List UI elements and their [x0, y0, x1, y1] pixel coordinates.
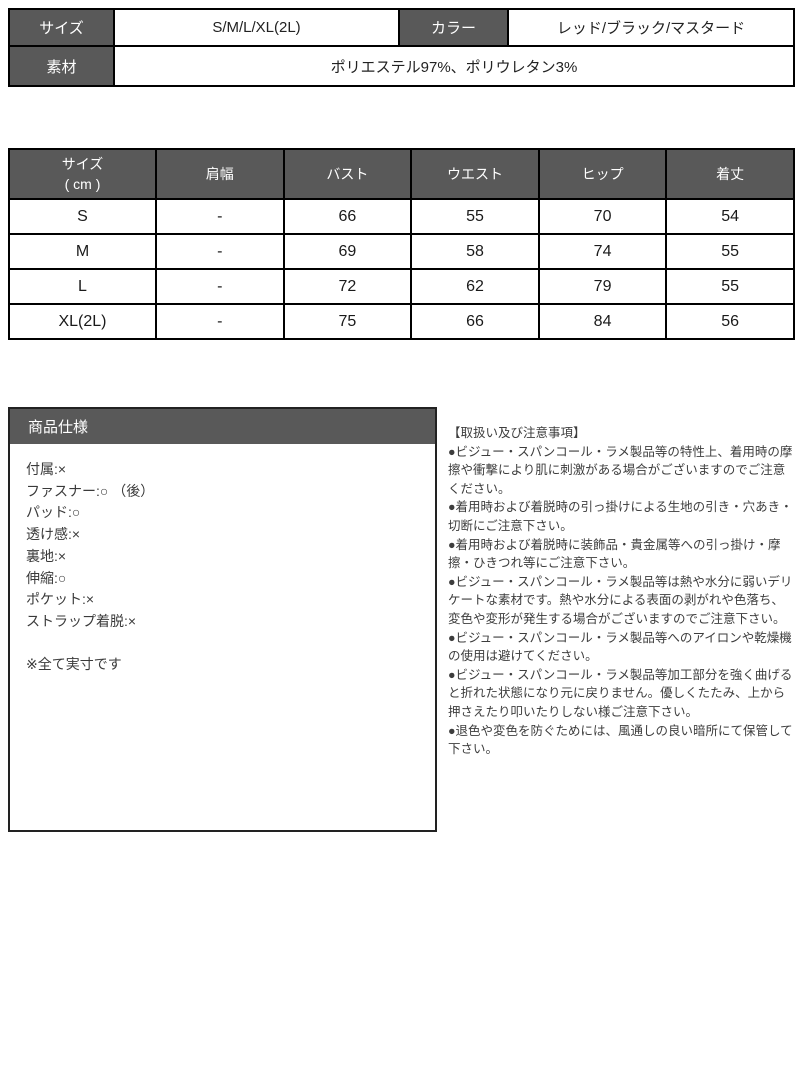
- waist-cell: 66: [410, 303, 540, 340]
- size-cm-header-cell: サイズ ( cm ): [8, 148, 157, 200]
- material-value-cell: ポリエステル97%、ポリウレタン3%: [113, 45, 795, 87]
- length-cell: 54: [665, 198, 795, 235]
- size-cell: S: [8, 198, 157, 235]
- spec-item-sheerness: 透け感:×: [26, 526, 81, 543]
- spec-item-lining: 裏地:×: [26, 547, 67, 564]
- hip-cell: 84: [537, 303, 668, 340]
- note-item: ●ビジュー・スパンコール・ラメ製品等の特性上、着用時の摩擦や衝撃により肌に刺激が…: [448, 444, 793, 496]
- length-header-cell: 着丈: [665, 148, 795, 200]
- waist-cell: 62: [410, 268, 540, 305]
- table-row-size-xl: XL(2L) - 75 66 84 56: [8, 303, 795, 340]
- table-row-size-m: M - 69 58 74 55: [8, 233, 795, 270]
- table-row: サイズ S/M/L/XL(2L) カラー レッド/ブラック/マスタード: [8, 8, 795, 47]
- waist-header-cell: ウエスト: [410, 148, 540, 200]
- bust-cell: 69: [282, 233, 413, 270]
- table-row-size-s: S - 66 55 70 54: [8, 198, 795, 235]
- shoulder-cell: -: [155, 268, 285, 305]
- measurement-table: サイズ ( cm ) 肩幅 バスト ウエスト ヒップ 着丈 S - 66 55 …: [8, 148, 795, 340]
- material-label-cell: 素材: [8, 45, 115, 87]
- waist-cell: 58: [410, 233, 540, 270]
- hip-cell: 70: [537, 198, 668, 235]
- hip-cell: 74: [537, 233, 668, 270]
- spec-item-accessory: 付属:×: [26, 461, 67, 477]
- bust-cell: 66: [282, 198, 413, 235]
- note-item: ●ビジュー・スパンコール・ラメ製品等へのアイロンや乾燥機の使用は避けてください。: [448, 630, 792, 664]
- hip-header-cell: ヒップ: [537, 148, 668, 200]
- note-item: ●ビジュー・スパンコール・ラメ製品等加工部分を強く曲げると折れた状態になり元に戻…: [448, 667, 793, 719]
- shoulder-cell: -: [155, 303, 285, 340]
- length-cell: 55: [665, 268, 795, 305]
- spec-item-pocket: ポケット:×: [26, 591, 95, 608]
- size-value-cell: S/M/L/XL(2L): [113, 8, 400, 47]
- product-spec-list: 付属:× ファスナー:○ （後） パッド:○ 透け感:× 裏地:× 伸縮:○ ポ…: [10, 444, 435, 691]
- product-spec-box: 商品仕様 付属:× ファスナー:○ （後） パッド:○ 透け感:× 裏地:× 伸…: [8, 407, 437, 832]
- note-item: ●着用時および着脱時の引っ掛けによる生地の引き・穴あき・切断にご注意下さい。: [448, 500, 793, 533]
- spec-item-pad: パッド:○: [26, 504, 81, 521]
- size-label-cell: サイズ: [8, 8, 115, 47]
- size-cell: L: [8, 268, 157, 305]
- spec-item-fastener: ファスナー:○ （後）: [26, 482, 155, 499]
- size-color-material-table: サイズ S/M/L/XL(2L) カラー レッド/ブラック/マスタード 素材 ポ…: [8, 8, 795, 87]
- waist-cell: 55: [410, 198, 540, 235]
- table-row: 素材 ポリエステル97%、ポリウレタン3%: [8, 45, 795, 87]
- length-cell: 55: [665, 233, 795, 270]
- size-header-line1: サイズ: [61, 156, 104, 172]
- bust-cell: 72: [282, 268, 413, 305]
- handling-notes: 【取扱い及び注意事項】 ●ビジュー・スパンコール・ラメ製品等の特性上、着用時の摩…: [448, 424, 796, 759]
- note-item: ●着用時および着脱時に装飾品・貴金属等への引っ掛け・摩擦・ひきつれ等にご注意下さ…: [448, 537, 781, 571]
- note-item: ●退色や変色を防ぐためには、風通しの良い暗所にて保管して下さい。: [448, 723, 793, 757]
- spec-item-strap: ストラップ着脱:×: [26, 612, 137, 629]
- shoulder-cell: -: [155, 233, 285, 270]
- color-label-cell: カラー: [398, 8, 509, 47]
- bust-header-cell: バスト: [282, 148, 413, 200]
- hip-cell: 79: [537, 268, 668, 305]
- bust-cell: 75: [282, 303, 413, 340]
- shoulder-header-cell: 肩幅: [155, 148, 285, 200]
- size-cell: XL(2L): [8, 303, 157, 340]
- note-item: ●ビジュー・スパンコール・ラメ製品等は熱や水分に弱いデリケートな素材です。熱や水…: [448, 574, 793, 626]
- size-header-line2: ( cm ): [64, 176, 101, 192]
- size-cell: M: [8, 233, 157, 270]
- table-row-size-l: L - 72 62 79 55: [8, 268, 795, 305]
- handling-notes-title: 【取扱い及び注意事項】: [448, 426, 586, 440]
- shoulder-cell: -: [155, 198, 285, 235]
- measurement-header-row: サイズ ( cm ) 肩幅 バスト ウエスト ヒップ 着丈: [8, 148, 795, 200]
- color-value-cell: レッド/ブラック/マスタード: [507, 8, 795, 47]
- spec-footnote: ※全て実寸です: [26, 656, 122, 673]
- length-cell: 56: [665, 303, 795, 340]
- spec-item-stretch: 伸縮:○: [26, 569, 67, 586]
- product-spec-box-title: 商品仕様: [10, 409, 435, 444]
